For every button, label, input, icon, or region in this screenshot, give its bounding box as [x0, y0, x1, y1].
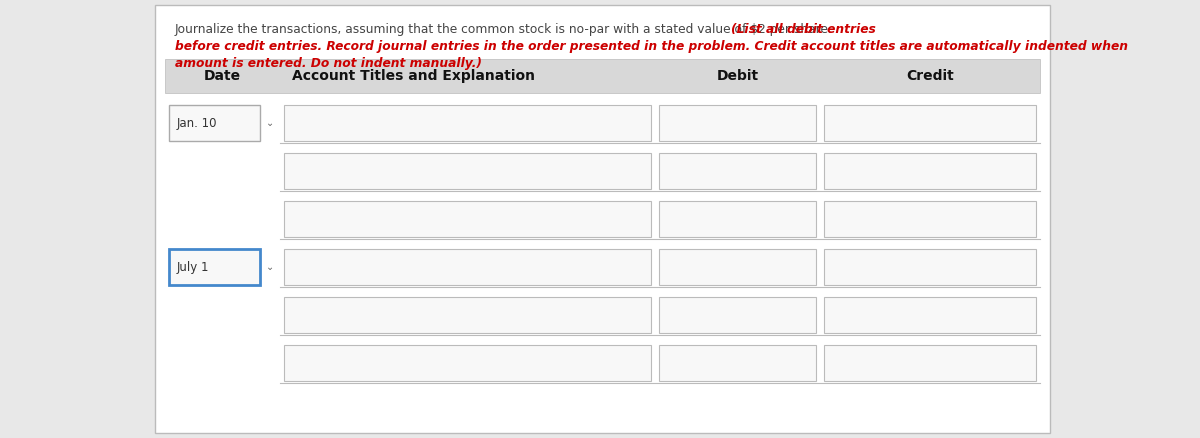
FancyBboxPatch shape [166, 59, 1040, 93]
FancyBboxPatch shape [284, 201, 650, 237]
FancyBboxPatch shape [659, 345, 816, 381]
FancyBboxPatch shape [284, 249, 650, 285]
FancyBboxPatch shape [169, 105, 260, 141]
FancyBboxPatch shape [284, 153, 650, 189]
FancyBboxPatch shape [659, 153, 816, 189]
Text: Debit: Debit [716, 69, 758, 83]
Text: Date: Date [204, 69, 241, 83]
Text: amount is entered. Do not indent manually.): amount is entered. Do not indent manuall… [175, 57, 482, 70]
Text: ⌄: ⌄ [266, 118, 274, 128]
FancyBboxPatch shape [284, 297, 650, 333]
FancyBboxPatch shape [284, 105, 650, 141]
Text: Account Titles and Explanation: Account Titles and Explanation [292, 69, 535, 83]
FancyBboxPatch shape [824, 345, 1036, 381]
Text: July 1: July 1 [178, 261, 210, 273]
FancyBboxPatch shape [659, 201, 816, 237]
Text: Jan. 10: Jan. 10 [178, 117, 217, 130]
FancyBboxPatch shape [284, 345, 650, 381]
FancyBboxPatch shape [824, 153, 1036, 189]
FancyBboxPatch shape [824, 105, 1036, 141]
FancyBboxPatch shape [659, 105, 816, 141]
FancyBboxPatch shape [824, 249, 1036, 285]
Text: (List all debit entries: (List all debit entries [731, 23, 876, 36]
FancyBboxPatch shape [824, 297, 1036, 333]
FancyBboxPatch shape [155, 5, 1050, 433]
Text: Journalize the transactions, assuming that the common stock is no-par with a sta: Journalize the transactions, assuming th… [175, 23, 836, 36]
Text: Credit: Credit [906, 69, 954, 83]
FancyBboxPatch shape [169, 249, 260, 285]
FancyBboxPatch shape [659, 297, 816, 333]
FancyBboxPatch shape [659, 249, 816, 285]
FancyBboxPatch shape [824, 201, 1036, 237]
Text: ⌄: ⌄ [266, 262, 274, 272]
Text: before credit entries. Record journal entries in the order presented in the prob: before credit entries. Record journal en… [175, 40, 1128, 53]
